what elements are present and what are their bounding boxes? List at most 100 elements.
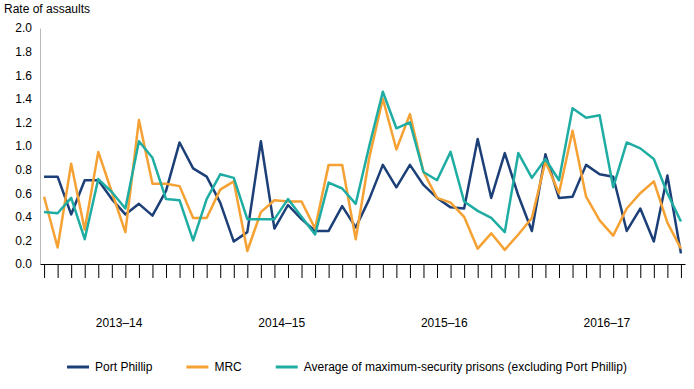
x-tick-mark (410, 264, 411, 278)
x-tick-mark (207, 264, 208, 278)
y-tick: 1.8 (15, 45, 40, 59)
x-tick (288, 264, 289, 278)
x-tick (586, 264, 587, 278)
x-tick (545, 264, 546, 278)
chart: 0.00.20.40.60.81.01.21.41.61.82.02013–14… (0, 0, 694, 389)
x-tick-mark (627, 264, 628, 278)
x-tick (166, 264, 167, 278)
lines (44, 92, 681, 254)
x-tick (532, 264, 533, 278)
x-tick (139, 264, 140, 278)
x-tick-mark (247, 264, 248, 278)
x-tick-mark (640, 264, 641, 278)
x-tick (383, 264, 384, 278)
x-tick (342, 264, 343, 278)
y-axis: 0.00.20.40.60.81.01.21.41.61.82.0 (15, 21, 40, 271)
x-tick-mark (98, 264, 99, 278)
x-tick-mark (667, 264, 668, 278)
x-axis: 2013–142014–152015–162016–17 (41, 264, 686, 330)
x-tick-mark (545, 264, 546, 278)
x-tick-mark (193, 264, 194, 278)
x-tick (207, 264, 208, 278)
x-tick-mark (464, 264, 465, 278)
y-tick-label: 1.4 (15, 92, 32, 106)
x-tick-mark (44, 264, 45, 278)
x-tick-mark (288, 264, 289, 278)
x-tick (681, 264, 682, 278)
x-tick (58, 264, 59, 278)
x-tick-mark (437, 264, 438, 278)
y-tick: 0.8 (15, 163, 40, 177)
y-tick: 0.4 (15, 210, 40, 224)
x-tick-mark (505, 264, 506, 278)
x-tick (315, 264, 316, 278)
x-tick-mark (423, 264, 424, 278)
x-tick-mark (559, 264, 560, 278)
plot: 0.00.20.40.60.81.01.21.41.61.82.02013–14… (15, 21, 685, 329)
x-tick (640, 264, 641, 278)
y-tick: 1.2 (15, 116, 40, 130)
x-tick (627, 264, 628, 278)
x-tick (44, 264, 45, 278)
x-tick-mark (166, 264, 167, 278)
x-tick-mark (573, 264, 574, 278)
legend-swatch (186, 366, 208, 369)
legend-label: Port Phillip (95, 360, 153, 374)
x-tick-mark (139, 264, 140, 278)
x-tick-mark (654, 264, 655, 278)
x-tick (478, 264, 479, 278)
x-tick: 2016–17 (584, 264, 631, 330)
x-tick-mark (491, 264, 492, 278)
x-tick-label: 2014–15 (258, 316, 305, 330)
x-tick-mark (315, 264, 316, 278)
x-tick (396, 264, 397, 278)
x-tick-label: 2016–17 (584, 316, 631, 330)
x-tick (71, 264, 72, 278)
legend-label: Average of maximum-security prisons (exc… (304, 360, 627, 374)
legend-swatch (67, 366, 89, 369)
x-tick (329, 264, 330, 278)
x-tick-label: 2015–16 (421, 316, 468, 330)
x-tick (152, 264, 153, 278)
x-tick (302, 264, 303, 278)
x-tick (220, 264, 221, 278)
x-tick-mark (478, 264, 479, 278)
x-tick: 2014–15 (258, 264, 305, 330)
legend-item: Port Phillip (67, 360, 153, 374)
x-tick-mark (600, 264, 601, 278)
x-tick (613, 264, 614, 278)
x-tick-mark (451, 264, 452, 278)
x-tick (356, 264, 357, 278)
x-tick (85, 264, 86, 278)
x-tick-mark (518, 264, 519, 278)
x-tick (193, 264, 194, 278)
x-tick (423, 264, 424, 278)
y-tick-label: 0.8 (15, 163, 32, 177)
y-axis-line (40, 29, 41, 265)
y-tick-label: 0.6 (15, 187, 32, 201)
x-tick-mark (383, 264, 384, 278)
legend-label: MRC (214, 360, 242, 374)
legend-item: MRC (186, 360, 242, 374)
series-line (44, 92, 681, 241)
x-tick-mark (152, 264, 153, 278)
y-axis-title: Rate of assaults (4, 2, 90, 16)
x-tick-mark (302, 264, 303, 278)
x-tick-mark (85, 264, 86, 278)
x-tick-mark (681, 264, 682, 278)
y-tick: 0.0 (15, 257, 40, 271)
x-tick-mark (234, 264, 235, 278)
legend: Port Phillip MRC Average of maximum-securi… (67, 360, 627, 374)
x-tick (559, 264, 560, 278)
x-tick (573, 264, 574, 278)
x-tick (234, 264, 235, 278)
x-tick-mark (342, 264, 343, 278)
x-tick (505, 264, 506, 278)
x-tick (125, 264, 126, 278)
x-tick-mark (532, 264, 533, 278)
x-tick-mark (356, 264, 357, 278)
y-tick-label: 1.8 (15, 45, 32, 59)
x-tick: 2015–16 (421, 264, 468, 330)
x-tick-mark (613, 264, 614, 278)
y-tick-label: 1.6 (15, 69, 32, 83)
